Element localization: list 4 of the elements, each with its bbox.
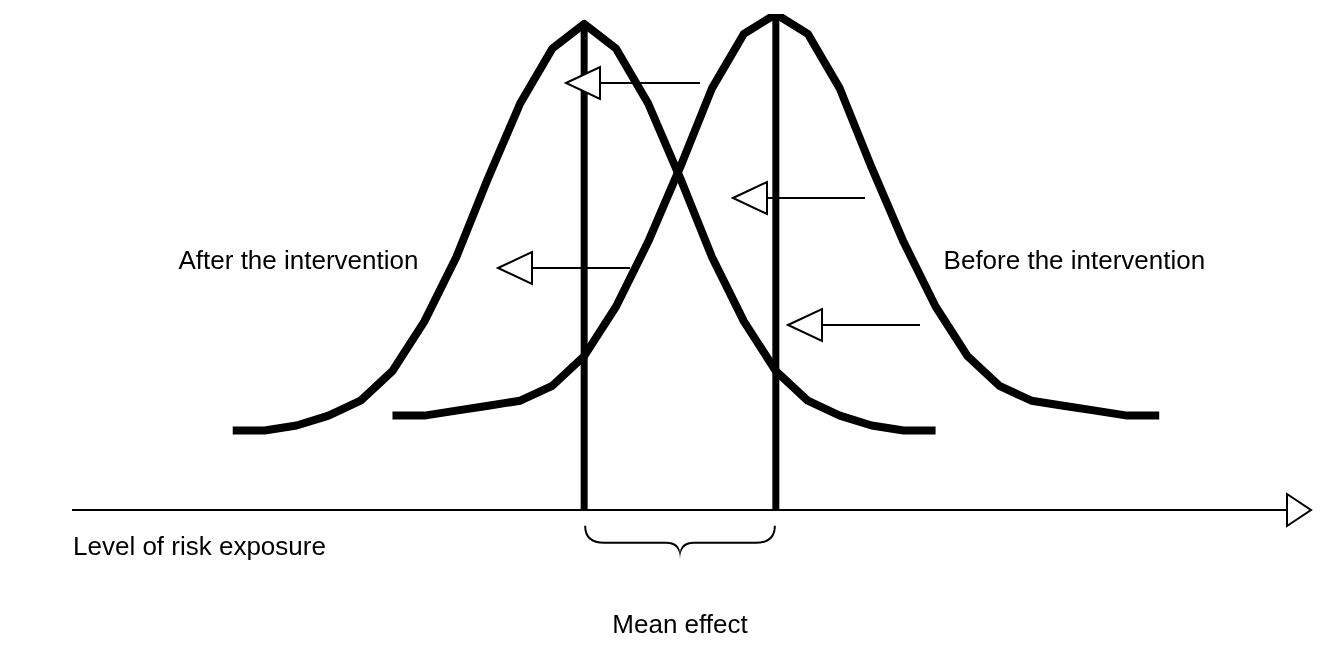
- series-label: After the intervention: [178, 245, 419, 276]
- text: Mean effect: [612, 609, 749, 640]
- x-axis-title: Level of risk exposure: [73, 530, 326, 561]
- series-label: Before the intervention: [943, 245, 1206, 276]
